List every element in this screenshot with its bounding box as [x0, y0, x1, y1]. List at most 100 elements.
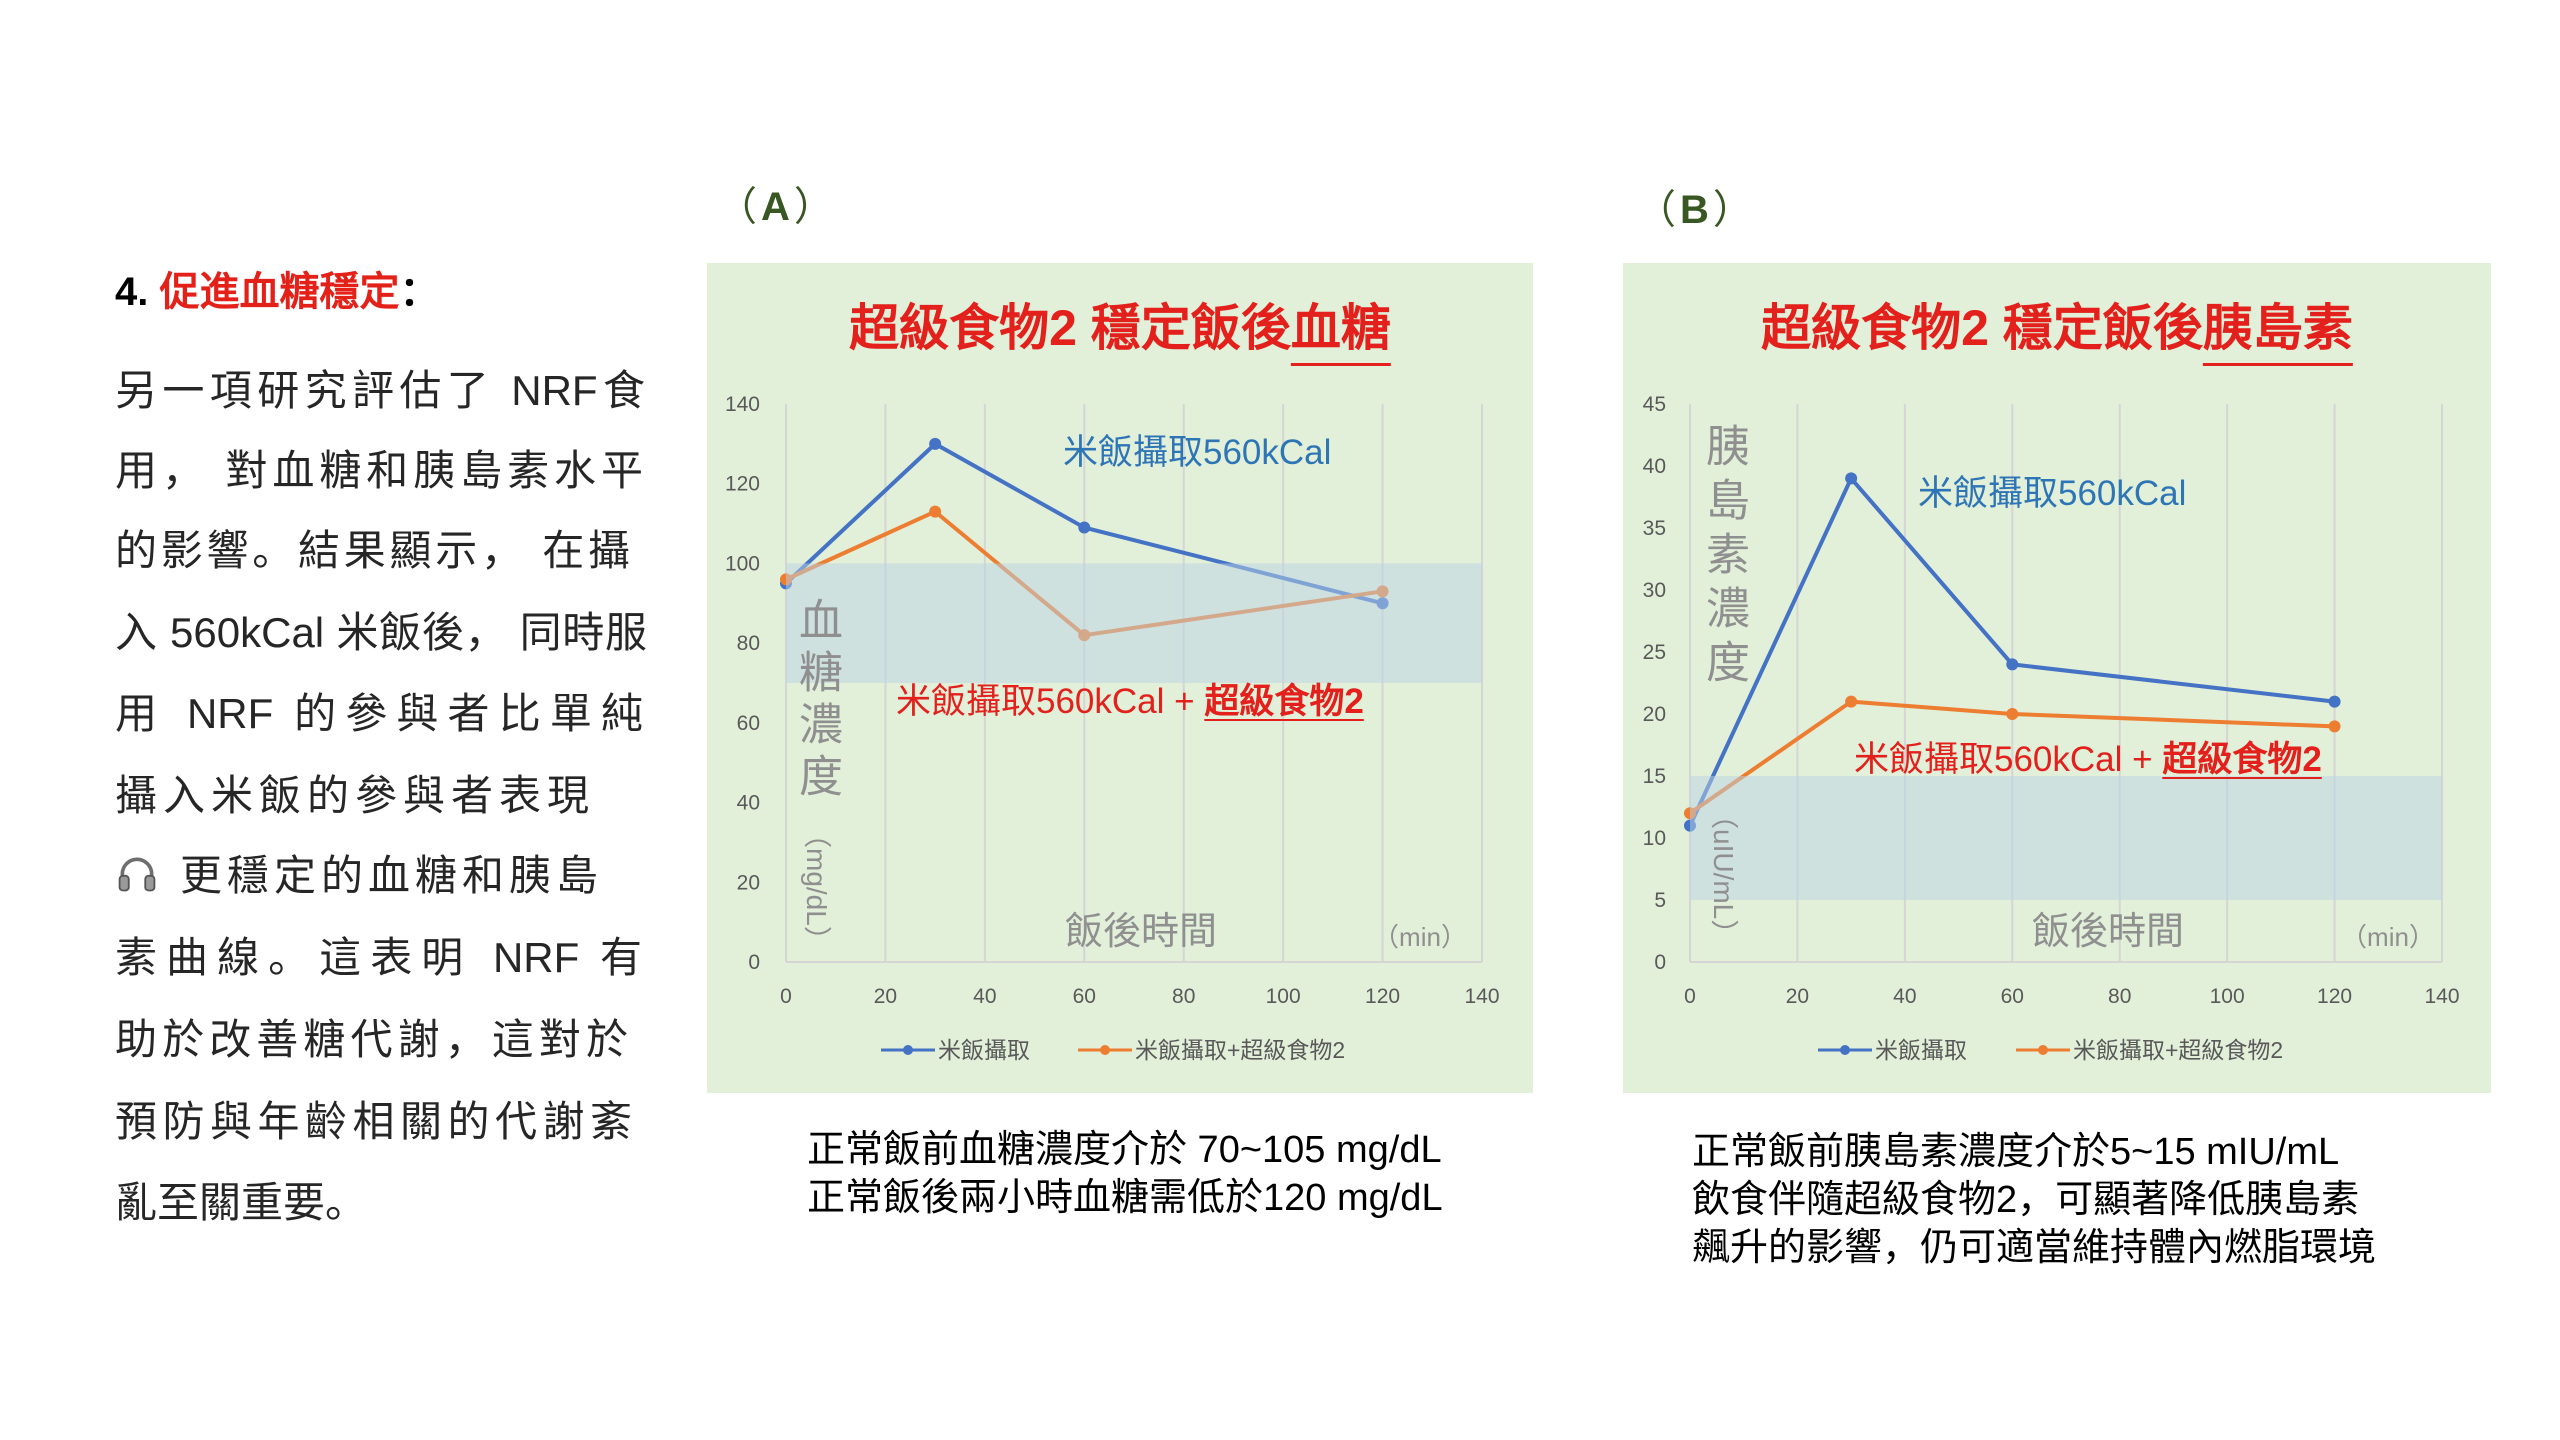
paragraph-line: 助於改善糖代謝，這對於: [115, 1016, 628, 1063]
chart-b-panel: 0 20 40 60 80 100 120 140 0 5 10 15 20 25 30 35 40 45 超級食…: [1623, 263, 2491, 1093]
chart-b-y-tick-label-0: 0: [1654, 951, 1666, 974]
chart-a-label-close: ）: [793, 185, 834, 229]
chart-b-label-open: （: [1636, 188, 1676, 232]
chart-a-y-tick-label-60: 60: [737, 712, 760, 735]
chart-a-y-tick-label-80: 80: [737, 632, 760, 655]
section-heading: 4. 促進血糖穩定：: [115, 268, 439, 316]
paragraph-line: 預防與年齡相關的代謝紊: [115, 1098, 632, 1145]
chart-a-rice-superfood-point-30: [929, 505, 942, 518]
chart-b-rice-point-30: [1845, 472, 1858, 485]
chart-b-legend-rice: 米飯攝取: [1817, 1035, 1967, 1065]
chart-a-label-letter: A: [761, 185, 790, 229]
chart-a-legend-rice-label: 米飯攝取: [938, 1037, 1030, 1063]
chart-b-legend-rice-superfood-label: 米飯攝取+超級食物2: [2073, 1037, 2284, 1063]
headphones-icon: [115, 852, 159, 896]
chart-b-x-tick-label-100: 100: [2210, 985, 2245, 1008]
chart-b-y-tick-label-25: 25: [1643, 641, 1666, 664]
chart-b-legend-rice-superfood: 米飯攝取+超級食物2: [2015, 1035, 2283, 1065]
chart-a-panel-label: （A）: [717, 181, 834, 233]
chart-a-rice-point-60: [1078, 521, 1091, 534]
chart-b-plot: 0 20 40 60 80 100 120 140 0 5 10 15 20 25 30 35 40 45: [1643, 393, 2460, 1008]
chart-a-plot: 0 20 40 60 80 100 120 140 0 20 40 60 80 100 120 140: [725, 393, 1500, 1008]
chart-b-y-tick-label-40: 40: [1643, 455, 1666, 478]
section-colon: ：: [399, 270, 440, 314]
chart-a-x-tick-label-20: 20: [874, 985, 897, 1008]
chart-b-title-underlined: 胰島素: [2202, 300, 2353, 356]
chart-a-title: 超級食物2 穩定飯後血糖: [707, 298, 1533, 358]
paragraph-line: 的影響。結果顯示， 在攝: [115, 527, 630, 574]
chart-b-y-tick-label-15: 15: [1643, 765, 1666, 788]
chart-b-panel-label: （B）: [1636, 184, 1753, 236]
chart-b-rice-superfood-point-60: [2006, 708, 2019, 720]
chart-b-x-tick-label-140: 140: [2424, 985, 2459, 1008]
chart-b-x-axis-label: 飯後時間: [2031, 911, 2185, 953]
chart-b-x-tick-label-60: 60: [2001, 985, 2024, 1008]
chart-a-annotation-text: 米飯攝取560kCal +: [896, 682, 1205, 721]
chart-a-x-axis-unit: （min）: [1373, 922, 1467, 952]
caption-line: 正常飯前胰島素濃度介於5~15 mIU/mL: [1692, 1131, 2340, 1173]
chart-a-y-tick-label-120: 120: [725, 473, 760, 496]
chart-b-caption: 正常飯前胰島素濃度介於5~15 mIU/mL 飲食伴隨超級食物2，可顯著降低胰島…: [1692, 1128, 2376, 1272]
chart-a-x-tick-label-120: 120: [1365, 985, 1400, 1008]
chart-a-rice-annotation: 米飯攝取560kCal: [1063, 433, 1332, 472]
chart-b-x-tick-label-20: 20: [1786, 985, 1809, 1008]
chart-a-legend-rice-superfood: 米飯攝取+超級食物2: [1077, 1035, 1345, 1065]
chart-b-y-axis-unit: （uIU/mL）: [1708, 801, 1739, 948]
caption-line: 飲食伴隨超級食物2，可顯著降低胰島素: [1692, 1179, 2360, 1221]
chart-a-title-main: 超級食物2 穩定飯後: [849, 300, 1291, 356]
paragraph-line-with-icon: 更穩定的血糖和胰島: [115, 851, 603, 901]
chart-a-y-axis-label: 血糖濃度: [792, 597, 841, 805]
caption-line: 飆升的影響，仍可適當維持體內燃脂環境: [1692, 1227, 2377, 1269]
legend-line-marker-icon: [881, 1045, 935, 1055]
chart-b-x-tick-label-0: 0: [1684, 985, 1696, 1008]
chart-a-x-tick-label-100: 100: [1266, 985, 1301, 1008]
chart-b-rice-line: [1688, 476, 2337, 828]
chart-a-label-open: （: [717, 185, 757, 229]
legend-line-marker-icon: [2016, 1045, 2070, 1055]
chart-b-title: 超級食物2 穩定飯後胰島素: [1623, 298, 2491, 358]
paragraph-line: 亂至關重要。: [115, 1179, 368, 1226]
section-number: 4.: [115, 270, 160, 314]
chart-a-title-underlined: 血糖: [1290, 300, 1391, 356]
legend-line-marker-icon: [1818, 1045, 1872, 1055]
paragraph-line: 攝入米飯的參與者表現: [115, 772, 596, 819]
chart-a-rice-point-30: [929, 437, 942, 450]
chart-b-rice-superfood-point-120: [2328, 720, 2341, 733]
caption-line: 正常飯後兩小時血糖需低於120 mg/dL: [807, 1177, 1443, 1219]
chart-a-x-tick-label-80: 80: [1172, 985, 1195, 1008]
chart-b-rice-superfood-point-30: [1845, 695, 1858, 708]
chart-a-y-tick-label-100: 100: [725, 552, 760, 575]
paragraph-line: 用， 對血糖和胰島素水平: [115, 447, 643, 494]
chart-b-title-main: 超級食物2 穩定飯後: [1761, 300, 2203, 356]
chart-a-x-axis-label: 飯後時間: [1064, 911, 1218, 953]
chart-a-legend-rice-superfood-label: 米飯攝取+超級食物2: [1135, 1037, 1346, 1063]
chart-b-rice-superfood-annotation: 米飯攝取560kCal + 超級食物2: [1854, 738, 2322, 782]
chart-b-rice-point-60: [2006, 658, 2019, 671]
chart-b-label-letter: B: [1680, 188, 1709, 232]
chart-a-x-tick-label-60: 60: [1073, 985, 1096, 1008]
chart-a-normal-range-band: [786, 563, 1482, 683]
chart-b-y-tick-label-45: 45: [1643, 393, 1666, 416]
chart-a-y-tick-label-0: 0: [748, 951, 760, 974]
chart-b-x-axis-unit: （min）: [2341, 922, 2435, 952]
chart-a-x-tick-label-140: 140: [1464, 985, 1499, 1008]
paragraph-line-text: 更穩定的血糖和胰島: [180, 852, 604, 899]
chart-b-x-tick-label-80: 80: [2108, 985, 2131, 1008]
chart-b-rice-point-120: [2328, 695, 2341, 708]
chart-a-x-tick-label-0: 0: [780, 985, 792, 1008]
chart-b-y-tick-label-5: 5: [1654, 889, 1666, 912]
chart-a-y-tick-label-20: 20: [737, 871, 760, 894]
chart-b-rice-superfood-line: [1688, 699, 2337, 816]
chart-b-rice-annotation: 米飯攝取560kCal: [1918, 474, 2187, 513]
paragraph-line: 入 560kCal 米飯後， 同時服: [115, 609, 647, 656]
chart-b-y-tick-label-30: 30: [1643, 579, 1666, 602]
chart-b-y-tick-label-35: 35: [1643, 517, 1666, 540]
chart-b-y-axis-label: 胰島素濃度: [1699, 423, 1748, 693]
paragraph-line: 素曲線。這表明 NRF 有: [115, 934, 642, 981]
section-title: 促進血糖穩定: [159, 270, 400, 314]
chart-a-panel: 0 20 40 60 80 100 120 140 0 20 40 60 80 100 120 140 超級食…: [707, 263, 1533, 1093]
chart-a-annotation-emphasis: 超級食物2: [1204, 682, 1364, 721]
chart-a-y-tick-label-140: 140: [725, 393, 760, 416]
chart-b-annotation-text: 米飯攝取560kCal +: [1854, 740, 2163, 779]
chart-a-caption: 正常飯前血糖濃度介於 70~105 mg/dL 正常飯後兩小時血糖需低於120 …: [807, 1126, 1443, 1222]
